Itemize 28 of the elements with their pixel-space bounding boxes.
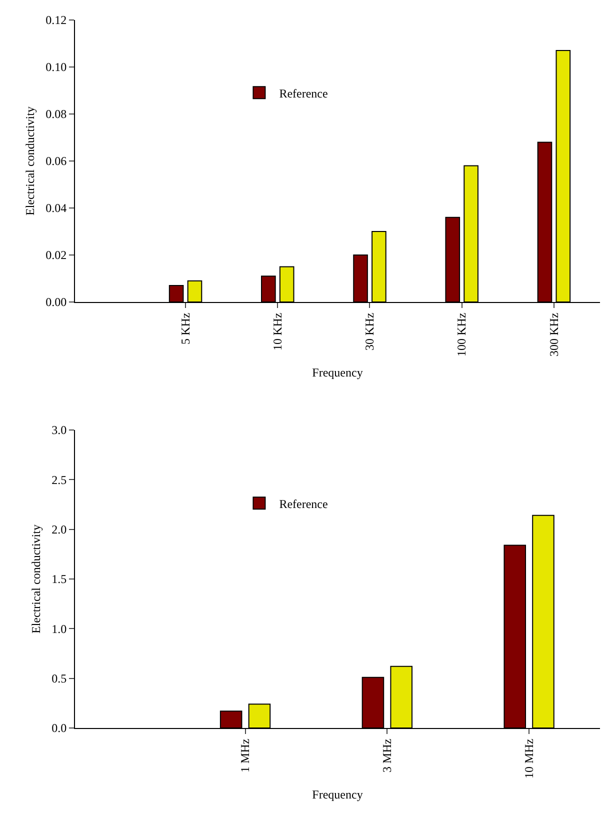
x-tick-label: 300 KHz (546, 312, 561, 356)
legend-label: Reference (279, 496, 328, 511)
x-tick-label: 30 KHz (362, 312, 377, 350)
x-tick-label: 10 KHz (270, 312, 285, 350)
x-tick-label: 100 KHz (454, 312, 469, 356)
y-tick-label: 0.00 (46, 295, 67, 310)
y-tick-label: 2.0 (52, 522, 67, 537)
y-axis-title: Electrical conductivity (28, 524, 43, 634)
x-axis-title: Frequency (312, 787, 363, 802)
y-tick-label: 1.0 (52, 622, 67, 636)
y-axis-title: Electrical conductivity (22, 106, 37, 216)
y-tick-label: 0.0 (52, 721, 67, 736)
y-tick-label: 0.08 (46, 107, 67, 122)
y-tick-label: 3.0 (52, 423, 67, 438)
x-tick-label: 10 MHz (522, 738, 536, 778)
y-tick-label: 1.5 (52, 572, 67, 586)
y-tick-label: 0.12 (46, 13, 67, 28)
y-tick-label: 0.10 (46, 60, 67, 74)
legend-label: Reference (279, 86, 328, 100)
y-tick-label: 2.5 (52, 472, 67, 487)
y-tick-label: 0.04 (46, 201, 67, 216)
y-tick-label: 0.06 (46, 154, 67, 168)
x-axis-title: Frequency (312, 365, 363, 380)
y-tick-label: 0.02 (46, 248, 67, 262)
x-tick-label: 3 MHz (380, 738, 394, 772)
x-tick-label: 1 MHz (238, 738, 252, 772)
y-tick-label: 0.5 (52, 672, 67, 686)
x-tick-label: 5 KHz (178, 312, 192, 344)
